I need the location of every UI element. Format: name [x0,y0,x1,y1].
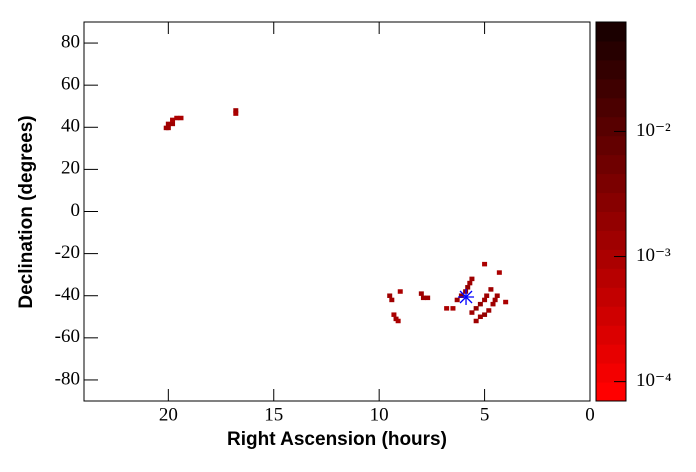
heat-cell [482,312,488,317]
y-tick-label: -80 [55,368,80,389]
y-tick-label: 40 [61,116,80,137]
heat-cell [170,117,176,123]
x-tick-label: 10 [370,404,389,425]
colorbar-frame [595,21,627,402]
color-band [596,325,626,345]
heat-cell [174,115,180,121]
x-tick-label: 20 [159,404,178,425]
heat-cell [163,125,169,131]
heat-cell [454,297,460,303]
heat-cell [178,115,184,121]
heat-cell [233,111,239,116]
color-band [596,268,626,288]
heat-cell [482,261,488,267]
heat-cell [469,310,475,315]
heat-cell [469,276,475,282]
y-tick-label: 0 [71,200,81,221]
heat-cell [482,297,488,303]
y-tick-label: 20 [61,158,80,179]
heat-cell [391,312,397,317]
x-axis-title: Right Ascension (hours) [227,429,447,450]
color-band [596,116,626,137]
marker [458,288,475,305]
heat-cell [395,318,401,324]
heat-cell [486,308,492,313]
y-tick-label: 60 [61,74,80,95]
color-band [596,22,626,42]
color-band [596,40,626,61]
heat-cell [170,121,176,127]
heat-cell [473,318,479,324]
heat-cell [444,306,450,311]
color-band [596,173,626,194]
x-tick-label: 5 [480,404,490,425]
y-axis-title: Declination (degrees) [16,115,37,308]
y-tick-label: -40 [55,284,80,305]
heat-cell [387,293,393,298]
heat-cell [494,293,500,298]
color-band [596,382,626,402]
heat-cell [165,121,171,127]
color-band [596,211,626,231]
plot-area [84,22,590,401]
heat-cell [467,280,473,286]
color-band [596,154,626,175]
color-band [596,287,626,307]
heat-cell [389,297,395,303]
color-band [596,249,626,269]
heat-cell [488,287,494,292]
color-band [596,78,626,99]
heat-cell [490,301,496,307]
color-band [596,230,626,250]
color-band [596,59,626,80]
y-tick-label: -60 [55,326,80,347]
heat-cell [233,108,239,113]
marker-stroke [459,290,473,304]
heat-cell [477,301,483,307]
heat-cell [397,289,403,294]
color-band [596,306,626,326]
heat-cell [425,295,431,301]
y-tick-label: 80 [61,31,80,52]
color-band [596,135,626,156]
heat-cell [450,306,456,311]
color-band [596,97,626,118]
heat-cell [418,291,424,296]
x-tick-label: 15 [264,404,283,425]
heat-cell [420,295,426,301]
color-band [596,344,626,364]
z-tick-label: 10⁻⁴ [636,370,672,391]
heat-cell [458,293,464,298]
z-tick-label: 10⁻² [636,120,671,141]
color-band [596,363,626,383]
x-tick-label: 0 [585,404,595,425]
heat-cell [477,314,483,320]
z-tick-label: 10⁻³ [636,245,671,266]
heat-cell [503,299,509,305]
y-tick-label: -20 [55,242,80,263]
heat-cell [465,285,471,290]
heat-cell [496,270,502,275]
color-band [596,192,626,212]
heat-cell [473,306,479,311]
heat-cell [492,297,498,303]
heat-cell [484,293,490,298]
